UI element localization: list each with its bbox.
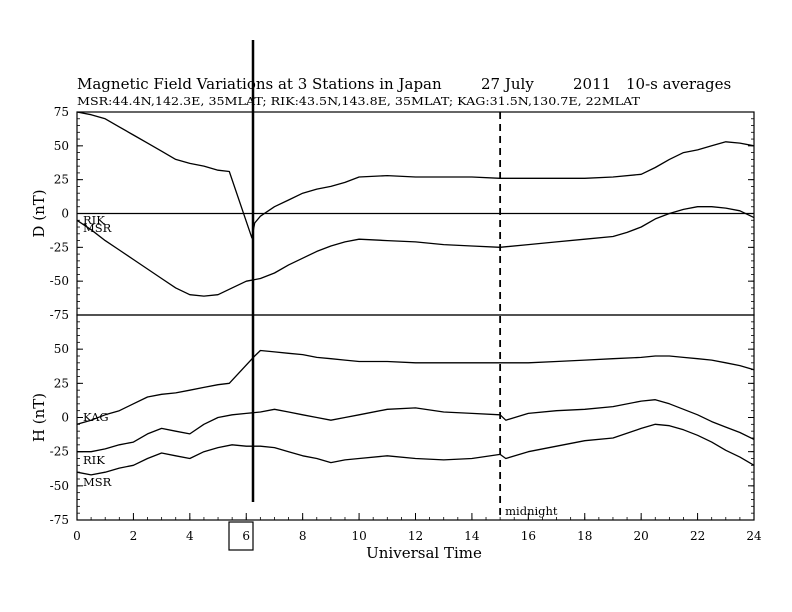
x-tick-label: 24: [746, 529, 762, 543]
x-tick-label: 12: [408, 529, 423, 543]
x-tick-label: 10: [351, 529, 366, 543]
y-tick-label: 0: [61, 411, 69, 425]
series-line-msr: [76, 206, 755, 297]
x-tick-label: 6: [242, 529, 250, 543]
y-tick-label: 75: [54, 105, 69, 119]
station-label: MSR: [83, 221, 112, 235]
event-marker-box: [228, 521, 254, 551]
y-axis-title: D (nT): [30, 189, 48, 237]
y-tick-label: -75: [50, 513, 69, 527]
station-label: MSR: [83, 475, 112, 489]
chart-year: 2011: [573, 75, 611, 93]
y-tick-label: -50: [50, 479, 69, 493]
y-tick-label: 25: [54, 376, 69, 390]
station-label: RIK: [83, 213, 105, 227]
x-axis: 0 2 4 6 8 10 12 14 16 18 20 22 24: [73, 513, 762, 543]
y-tick-label: 25: [54, 173, 69, 187]
x-tick-label: 16: [521, 529, 536, 543]
x-tick-label: 18: [577, 529, 592, 543]
y-tick-label: 50: [54, 342, 69, 356]
midnight-label: midnight: [505, 504, 558, 518]
panel-frame: [76, 314, 755, 521]
series-line-msr: [76, 423, 755, 476]
stations-line: MSR:44.4N,142.3E, 35MLAT; RIK:43.5N,143.…: [77, 94, 640, 108]
horizontal-panel: 50 25 0 -25 -50 -75 H (nT) KAG RIK MSR: [30, 314, 755, 527]
x-tick-label: 0: [73, 529, 81, 543]
x-tick-label: 8: [299, 529, 307, 543]
x-tick-label: 4: [186, 529, 194, 543]
series-line-rik: [77, 399, 755, 453]
x-tick-label: 2: [130, 529, 138, 543]
y-tick-label: -50: [50, 274, 69, 288]
chart-date: 27 July: [481, 75, 534, 93]
y-tick-label: 50: [54, 139, 69, 153]
series-line-kag: [76, 349, 755, 425]
station-label: RIK: [83, 453, 105, 467]
x-tick-label: 14: [464, 529, 480, 543]
x-tick-label: 22: [690, 529, 705, 543]
station-label: KAG: [83, 410, 109, 424]
y-axis-title: H (nT): [30, 393, 48, 442]
y-tick-label: 0: [61, 207, 69, 221]
chart-title: Magnetic Field Variations at 3 Stations …: [77, 75, 442, 93]
y-tick-label: -25: [50, 240, 69, 254]
y-tick-label: -75: [50, 308, 69, 322]
x-axis-title: Universal Time: [366, 544, 482, 562]
chart-averaging: 10-s averages: [626, 75, 731, 93]
y-tick-label: -25: [50, 445, 69, 459]
x-tick-label: 20: [634, 529, 649, 543]
series-line-rik: [76, 111, 755, 239]
